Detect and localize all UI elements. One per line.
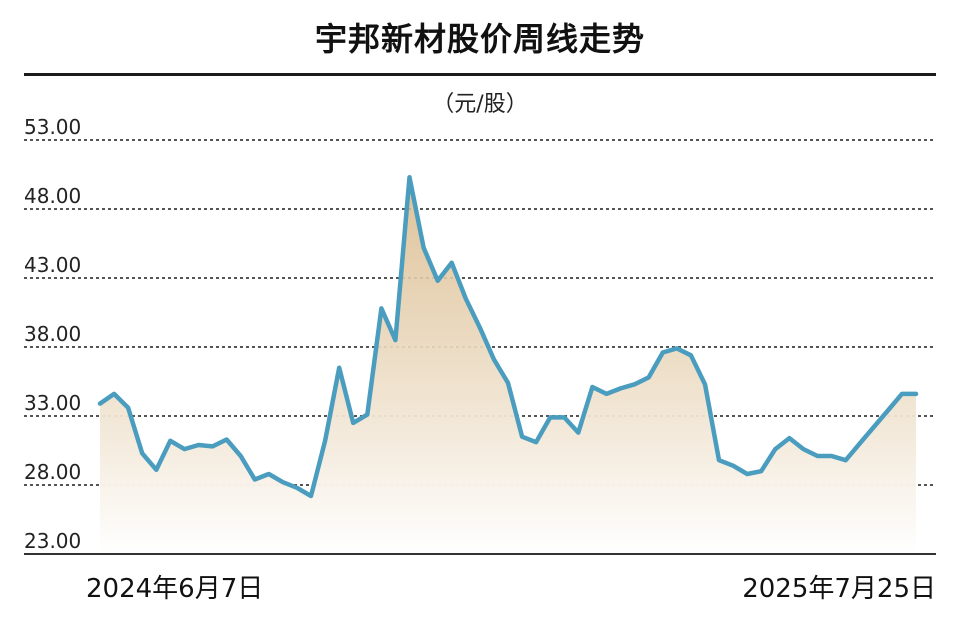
price-area	[100, 177, 916, 555]
y-tick-label: 28.00	[24, 460, 81, 484]
chart-title: 宇邦新材股价周线走势	[314, 20, 645, 58]
y-tick-label: 33.00	[24, 391, 81, 415]
x-end-date: 2025年7月25日	[742, 574, 936, 604]
area-layer	[100, 177, 916, 555]
y-tick-label: 38.00	[24, 322, 81, 346]
line-layer	[97, 175, 919, 499]
y-tick-label: 23.00	[24, 529, 81, 553]
x-start-date: 2024年6月7日	[86, 574, 264, 604]
title-divider	[24, 73, 936, 76]
y-tick-label: 43.00	[24, 253, 81, 277]
y-tick-labels: 53.00 48.00 43.00 38.00 33.00 28.00 23.00	[24, 115, 81, 553]
price-line	[97, 175, 919, 499]
y-tick-label: 48.00	[24, 184, 81, 208]
y-tick-label: 53.00	[24, 115, 81, 139]
y-unit-label: （元/股）	[432, 92, 528, 117]
